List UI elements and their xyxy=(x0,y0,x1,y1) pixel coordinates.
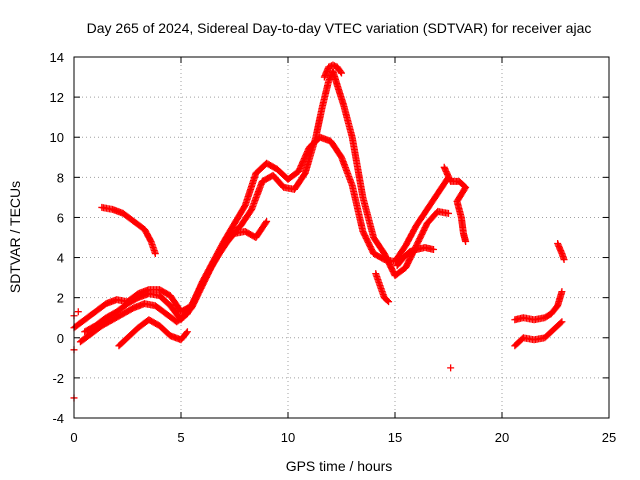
data-points xyxy=(70,61,568,402)
lower-arc-point xyxy=(445,209,452,217)
y-tick-label: -4 xyxy=(52,411,64,426)
right-cluster-point xyxy=(462,238,470,246)
morning-descent-point xyxy=(151,250,159,258)
dip-arc-point xyxy=(183,328,191,336)
evening-arc-point xyxy=(558,288,566,296)
plot-frame xyxy=(73,56,610,419)
x-tick-label: 20 xyxy=(495,430,509,445)
middle-arc-point xyxy=(263,217,271,225)
evening-lower-point xyxy=(557,319,565,327)
y-tick-label: 8 xyxy=(57,170,64,185)
y-tick-label: 10 xyxy=(50,130,64,145)
evening-lower-point xyxy=(558,318,566,326)
y-tick-label: 2 xyxy=(57,291,64,306)
y-tick-label: 12 xyxy=(50,90,64,105)
peak-top-point xyxy=(338,69,345,77)
outliers-point xyxy=(74,308,82,316)
y-tick-label: 6 xyxy=(57,210,64,225)
peak-top-point xyxy=(337,68,345,76)
y-tick-label: -2 xyxy=(52,371,64,386)
y-tick-label: 4 xyxy=(57,251,64,266)
x-tick-label: 0 xyxy=(70,430,77,445)
x-tick-label: 25 xyxy=(602,430,616,445)
x-tick-label: 5 xyxy=(177,430,184,445)
axis-ticks: 0 5 10 15 20 25 -4 -2 0 2 4 6 8 10 12 14 xyxy=(50,50,617,445)
outliers-point xyxy=(447,364,455,372)
x-tick-label: 15 xyxy=(388,430,402,445)
y-axis-label: SDTVAR / TECUs xyxy=(7,181,23,293)
late-band-point xyxy=(430,246,438,254)
evening-high-point xyxy=(560,256,568,264)
x-tick-label: 10 xyxy=(281,430,295,445)
y-tick-label: 14 xyxy=(50,50,64,65)
chart-title: Day 265 of 2024, Sidereal Day-to-day VTE… xyxy=(87,20,592,36)
middle-arc-point xyxy=(262,219,270,227)
x-axis-label: GPS time / hours xyxy=(286,458,393,474)
grid-lines xyxy=(74,57,609,418)
dip-cluster-point xyxy=(384,297,392,305)
dip-arc-point xyxy=(183,329,191,337)
dip-cluster-point xyxy=(385,298,393,306)
y-tick-label: 0 xyxy=(57,331,64,346)
